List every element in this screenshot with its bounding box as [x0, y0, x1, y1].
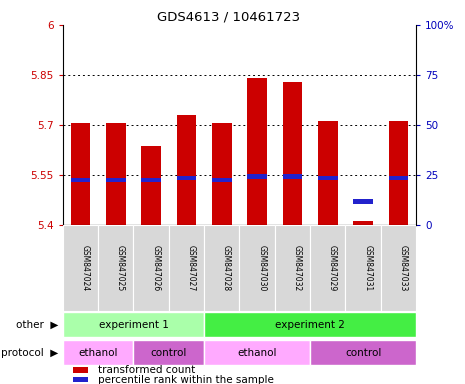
Bar — [212, 123, 232, 225]
Bar — [389, 121, 408, 225]
Bar — [204, 313, 416, 337]
Bar — [169, 225, 204, 311]
Bar — [106, 177, 126, 182]
Bar — [310, 225, 345, 311]
Bar — [133, 340, 204, 365]
Text: ethanol: ethanol — [79, 348, 118, 358]
Title: GDS4613 / 10461723: GDS4613 / 10461723 — [157, 11, 300, 24]
Bar — [98, 225, 133, 311]
Bar — [71, 123, 90, 225]
Bar — [310, 340, 416, 365]
Text: experiment 1: experiment 1 — [99, 320, 168, 330]
Bar — [353, 221, 373, 225]
Text: GSM847027: GSM847027 — [186, 245, 195, 291]
Text: GSM847033: GSM847033 — [399, 245, 407, 291]
Bar — [141, 177, 161, 182]
Text: GSM847024: GSM847024 — [80, 245, 89, 291]
Bar — [212, 177, 232, 182]
Bar — [389, 176, 408, 180]
Text: protocol  ▶: protocol ▶ — [1, 348, 58, 358]
Text: percentile rank within the sample: percentile rank within the sample — [98, 374, 274, 384]
Text: GSM847031: GSM847031 — [363, 245, 372, 291]
Bar — [177, 176, 196, 180]
Bar — [239, 225, 275, 311]
Bar — [73, 367, 87, 372]
Bar — [106, 123, 126, 225]
Bar — [247, 174, 267, 179]
Text: GSM847028: GSM847028 — [222, 245, 231, 291]
Bar — [141, 146, 161, 225]
Bar — [63, 340, 133, 365]
Bar — [318, 121, 338, 225]
Text: GSM847025: GSM847025 — [116, 245, 125, 291]
Text: GSM847032: GSM847032 — [292, 245, 301, 291]
Text: other  ▶: other ▶ — [16, 320, 58, 330]
Bar — [318, 176, 338, 180]
Bar — [63, 225, 98, 311]
Bar — [71, 177, 90, 182]
Text: GSM847026: GSM847026 — [151, 245, 160, 291]
Bar — [204, 340, 310, 365]
Bar — [73, 377, 87, 382]
Text: GSM847030: GSM847030 — [257, 245, 266, 291]
Text: transformed count: transformed count — [98, 365, 195, 375]
Text: ethanol: ethanol — [238, 348, 277, 358]
Bar — [275, 225, 310, 311]
Bar — [204, 225, 239, 311]
Bar — [63, 313, 204, 337]
Bar — [353, 199, 373, 204]
Text: control: control — [151, 348, 187, 358]
Bar — [345, 225, 381, 311]
Bar — [133, 225, 169, 311]
Bar — [283, 174, 302, 179]
Bar — [283, 81, 302, 225]
Bar — [381, 225, 416, 311]
Text: control: control — [345, 348, 381, 358]
Bar — [247, 78, 267, 225]
Text: experiment 2: experiment 2 — [275, 320, 345, 330]
Bar — [177, 115, 196, 225]
Text: GSM847029: GSM847029 — [328, 245, 337, 291]
